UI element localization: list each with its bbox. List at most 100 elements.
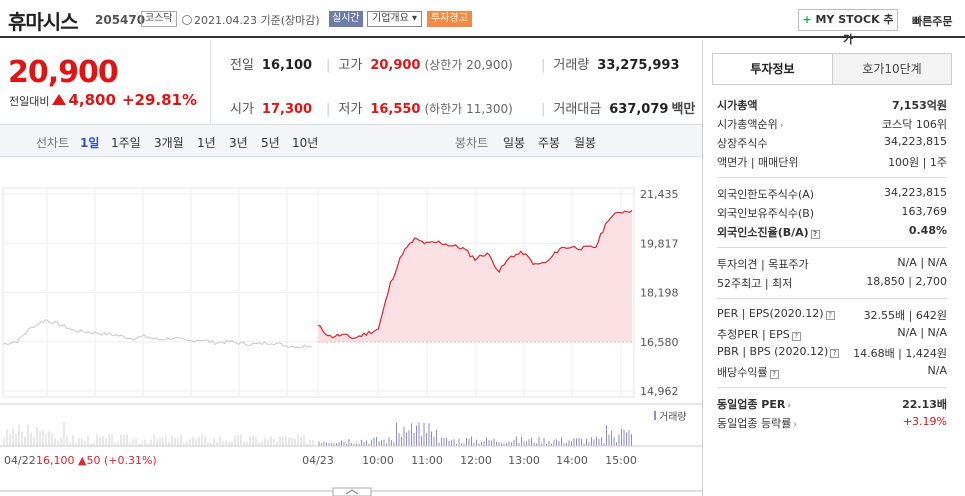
- chevron-up-icon: [345, 489, 359, 495]
- x-tick-label: 11:00: [411, 454, 443, 467]
- separator: |: [541, 58, 546, 73]
- date-suffix: 기준(장마감): [260, 14, 320, 27]
- tab-daily-candle[interactable]: 일봉: [503, 136, 526, 150]
- chevron-right-icon[interactable]: ›: [793, 420, 797, 430]
- stat-open: 시가 17,300: [230, 98, 312, 117]
- info-key: 시가총액: [717, 99, 758, 112]
- info-row: 액면가 | 매매단위 100원 | 1주: [717, 152, 947, 171]
- add-mystock-button[interactable]: + MY STOCK 추가: [798, 9, 898, 46]
- corp-info-dropdown[interactable]: 기업개요 ▾: [367, 11, 422, 27]
- line-chart-label: 선차트: [36, 136, 70, 150]
- info-key: 시가총액순위 ›: [717, 118, 784, 131]
- tab-3year[interactable]: 3년: [229, 136, 248, 150]
- market-badge: 코스닥: [141, 11, 177, 27]
- tab-orderbook[interactable]: 호가10단계: [832, 54, 951, 84]
- current-price: 20,900: [8, 55, 119, 90]
- stat-label: 거래량: [553, 58, 590, 73]
- info-row: 동일업종 등락률 › +3.19%: [717, 413, 947, 432]
- info-key: 상장주식수: [717, 137, 768, 150]
- info-key: 투자의견 | 목표주가: [717, 258, 809, 271]
- info-value: 34,223,815: [884, 186, 947, 199]
- panel-tabs: 투자정보 호가10단계: [712, 53, 952, 85]
- x-tick-label: 15:00: [605, 454, 637, 467]
- chevron-right-icon[interactable]: ›: [787, 401, 792, 411]
- price-summary: 20,900 전일대비 4,800 +29.81% 전일 16,100 | 고가 20,9…: [0, 40, 702, 125]
- stat-label: 거래대금: [553, 102, 602, 117]
- info-row: 외국인보유주식수(B) 163,769: [717, 203, 947, 222]
- quick-order-link[interactable]: 빠른주문: [912, 15, 953, 28]
- stat-high: | 고가 20,900 (상한가 20,900): [326, 54, 513, 73]
- price-line: [317, 209, 633, 339]
- x-tick-label: 12:00: [460, 454, 492, 467]
- help-icon[interactable]: ?: [810, 230, 820, 239]
- help-icon[interactable]: ?: [769, 370, 779, 379]
- info-row: 상장주식수 34,223,815: [717, 133, 947, 152]
- tab-invest-info[interactable]: 투자정보: [713, 54, 832, 84]
- realtime-button[interactable]: 실시간: [329, 11, 363, 27]
- separator: |: [326, 102, 331, 117]
- info-row: 외국인한도주식수(A) 34,223,815: [717, 184, 947, 203]
- stock-header: 휴마시스 205470 코스닥 2021.04.23 기준(장마감) 실시간 기…: [0, 0, 965, 46]
- info-row: 배당수익률? N/A: [717, 362, 947, 381]
- chevron-right-icon[interactable]: ›: [779, 121, 784, 131]
- info-value: 163,769: [901, 205, 948, 218]
- tab-5year[interactable]: 5년: [261, 136, 280, 150]
- info-value: 100원 | 1주: [888, 156, 947, 169]
- info-value: +3.19%: [902, 415, 947, 428]
- tab-1year[interactable]: 1년: [197, 136, 216, 150]
- date-value: 2021.04.23: [194, 14, 257, 27]
- tab-weekly-candle[interactable]: 주봉: [538, 136, 561, 150]
- info-value: 14.68배 | 1,424원: [853, 347, 947, 360]
- stat-unit: 백만: [671, 102, 696, 117]
- stat-value: 16,550: [370, 102, 421, 117]
- stat-value: 17,300: [261, 102, 313, 117]
- info-value: N/A | N/A: [897, 256, 947, 269]
- price-change: 전일대비 4,800 +29.81%: [9, 91, 197, 109]
- help-icon[interactable]: ?: [830, 349, 840, 358]
- y-tick-label: 14,962: [640, 385, 679, 398]
- info-value: 22.13배: [902, 398, 947, 411]
- tab-1week[interactable]: 1주일: [111, 136, 141, 150]
- stat-sub: (상한가 20,900): [424, 58, 513, 72]
- tab-monthly-candle[interactable]: 월봉: [574, 136, 597, 150]
- clock-icon: [182, 15, 192, 25]
- info-row: PBR | BPS (2020.12)? 14.68배 | 1,424원: [717, 343, 947, 362]
- tab-3month[interactable]: 3개월: [154, 136, 184, 150]
- info-row: PER | EPS(2020.12)? 32.55배 | 642원: [717, 305, 947, 324]
- stat-prev: 전일 16,100: [230, 54, 312, 73]
- info-row: 시가총액 7,153억원: [717, 95, 947, 114]
- info-value: 32.55배 | 642원: [863, 309, 947, 322]
- y-tick-label: 16,580: [640, 336, 679, 349]
- help-icon[interactable]: ?: [791, 332, 801, 341]
- info-row: 시가총액순위 › 코스닥 106위: [717, 114, 947, 133]
- panel-divider-line: [717, 177, 947, 178]
- help-icon[interactable]: ?: [825, 311, 835, 320]
- panel-divider-line: [717, 387, 947, 388]
- stat-value: 637,079: [609, 102, 669, 117]
- info-key: 추정PER | EPS?: [717, 326, 801, 342]
- stat-label: 저가: [338, 102, 363, 117]
- stat-sub: (하한가 11,300): [424, 102, 513, 116]
- info-value: 코스닥 106위: [882, 118, 947, 131]
- info-key: 52주최고 | 최저: [717, 277, 793, 290]
- change-percent: +29.81%: [121, 91, 197, 109]
- volume-legend-label: 거래량: [659, 411, 687, 423]
- info-value: 34,223,815: [884, 135, 947, 148]
- tab-10year[interactable]: 10년: [292, 136, 319, 150]
- info-value: N/A | N/A: [897, 326, 947, 339]
- panel-divider-line: [717, 247, 947, 248]
- info-value: 0.48%: [908, 224, 947, 237]
- stat-label: 전일: [230, 58, 254, 73]
- info-key: 외국인보유주식수(B): [717, 207, 815, 220]
- info-row: 동일업종 PER › 22.13배: [717, 394, 947, 413]
- stat-label: 시가: [230, 102, 254, 117]
- info-value: N/A: [927, 364, 947, 377]
- warning-badge[interactable]: 투자경고: [427, 11, 472, 27]
- quote-date: 2021.04.23 기준(장마감): [182, 12, 320, 28]
- price-chart-svg: 21,435 19,817 18,198 16,580 14,962 거래량 04/23 10…: [0, 187, 702, 496]
- info-row: 투자의견 | 목표주가 N/A | N/A: [717, 254, 947, 273]
- stat-value: 16,100: [261, 58, 313, 73]
- stat-low: | 저가 16,550 (하한가 11,300): [326, 98, 513, 117]
- tab-1day[interactable]: 1일: [80, 136, 100, 150]
